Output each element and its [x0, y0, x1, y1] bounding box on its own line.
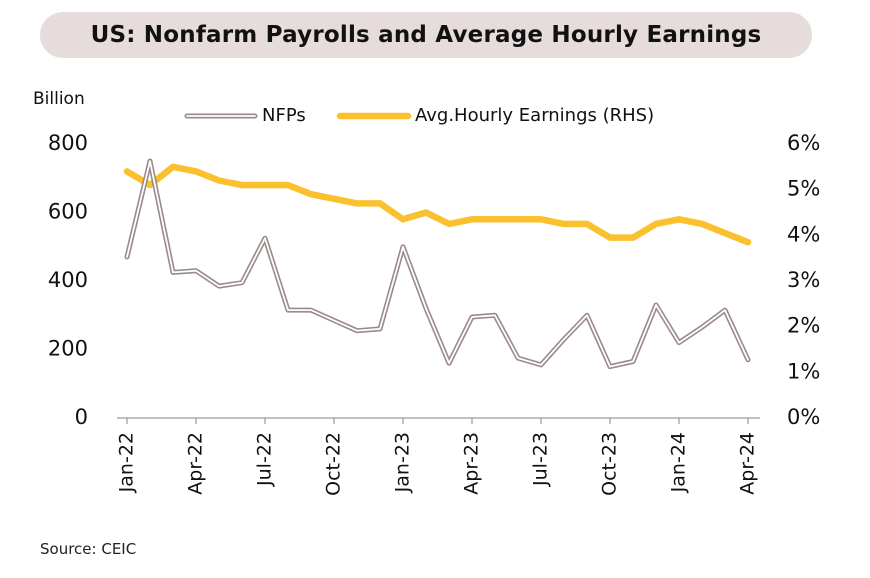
x-tick-label: Jan-22 — [116, 432, 138, 493]
right-axis-tick-label: 4% — [787, 222, 820, 246]
source-note: Source: CEIC — [40, 540, 137, 558]
axes-layer: Jan-22 Apr-22 Jul-22 Oct-22 Jan-23 Apr-23 Jul-… — [33, 89, 820, 496]
right-axis-tick-label: 2% — [787, 314, 820, 338]
x-tick-label: Apr-24 — [737, 432, 759, 495]
x-tick-label: Apr-22 — [185, 432, 207, 495]
legend-label-ahe: Avg.Hourly Earnings (RHS) — [415, 105, 654, 126]
x-tick-label: Apr-23 — [461, 432, 483, 495]
x-tick-label: Oct-22 — [323, 432, 345, 496]
right-axis-tick-label: 0% — [787, 405, 820, 429]
chart-title-banner: US: Nonfarm Payrolls and Average Hourly … — [40, 12, 812, 58]
left-axis-tick-label: 400 — [48, 268, 88, 292]
left-axis-tick-label: 800 — [48, 131, 88, 155]
series-line-nfp — [126, 160, 749, 368]
x-tick-label: Jan-24 — [668, 432, 690, 493]
legend: NFPs Avg.Hourly Earnings (RHS) — [184, 105, 654, 126]
x-tick-label: Jul-23 — [530, 432, 552, 487]
right-axis-tick-label: 5% — [787, 177, 820, 201]
chart-title: US: Nonfarm Payrolls and Average Hourly … — [90, 22, 762, 48]
x-tick-label: Jan-23 — [392, 432, 414, 493]
legend-label-nfp: NFPs — [262, 105, 306, 126]
series-line-ahe — [123, 163, 752, 246]
series-layer — [123, 158, 752, 370]
x-tick-label: Oct-23 — [599, 432, 621, 496]
left-axis-tick-label: 200 — [48, 337, 88, 361]
right-axis-tick-label: 1% — [787, 359, 820, 383]
right-axis-tick-label: 6% — [787, 131, 820, 155]
x-tick-label: Jul-22 — [254, 432, 276, 487]
right-axis-tick-label: 3% — [787, 268, 820, 292]
left-axis-tick-label: 600 — [48, 200, 88, 224]
left-axis-tick-label: 0 — [75, 405, 88, 429]
left-axis-unit-label: Billion — [33, 89, 85, 109]
